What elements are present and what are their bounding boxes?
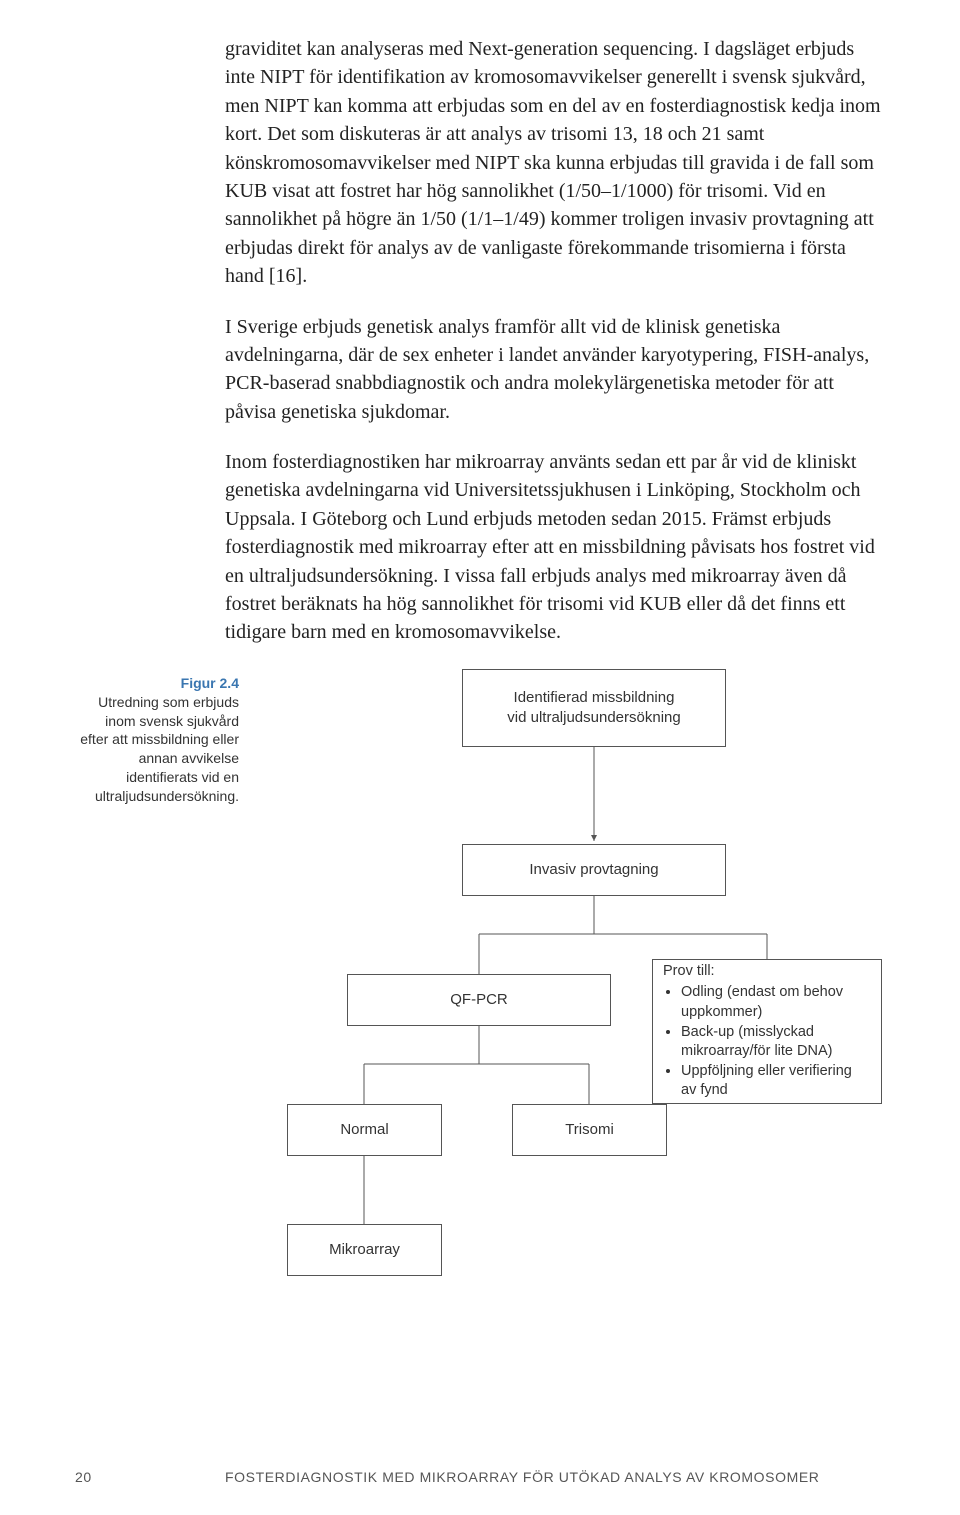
flow-node-normal: Normal — [287, 1104, 442, 1156]
flow-node-bullet: Uppföljning eller verifiering av fynd — [681, 1062, 871, 1101]
flow-node-text: Trisomi — [565, 1120, 614, 1140]
flow-node-title: Prov till: — [663, 963, 715, 979]
figure-section: Figur 2.4 Utredning som erbjuds inom sve… — [75, 669, 885, 1309]
flow-node-text: Invasiv provtagning — [529, 860, 658, 880]
flow-node-provtill: Prov till: Odling (endast om behov uppko… — [652, 959, 882, 1104]
flow-node-mikroarray: Mikroarray — [287, 1224, 442, 1276]
flow-node-text: Mikroarray — [329, 1240, 400, 1260]
body-text: graviditet kan analyseras med Next-gener… — [225, 35, 885, 647]
page-footer: 20 FOSTERDIAGNOSTIK MED MIKROARRAY FÖR U… — [75, 1469, 885, 1485]
figure-caption-text: Utredning som erbjuds inom svensk sjukvå… — [80, 694, 239, 804]
flowchart-diagram: Identifierad missbildning vid ultraljuds… — [257, 669, 885, 1309]
figure-label: Figur 2.4 — [75, 674, 239, 693]
running-title: FOSTERDIAGNOSTIK MED MIKROARRAY FÖR UTÖK… — [225, 1469, 820, 1485]
paragraph-2: I Sverige erbjuds genetisk analys framfö… — [225, 313, 885, 427]
page-number: 20 — [75, 1469, 225, 1485]
flow-node-text: Identifierad missbildning — [514, 688, 675, 708]
paragraph-1: graviditet kan analyseras med Next-gener… — [225, 35, 885, 291]
flow-node-qfpcr: QF-PCR — [347, 974, 611, 1026]
flow-node-text: QF-PCR — [450, 990, 508, 1010]
flow-node-text: Normal — [340, 1120, 388, 1140]
paragraph-3: Inom fosterdiagnostiken har mikroarray a… — [225, 448, 885, 647]
flow-node-bullet: Back-up (misslyckad mikroarray/för lite … — [681, 1023, 871, 1062]
flow-node-identified: Identifierad missbildning vid ultraljuds… — [462, 669, 726, 747]
figure-caption: Figur 2.4 Utredning som erbjuds inom sve… — [75, 669, 257, 806]
flow-node-text: vid ultraljudsundersökning — [507, 708, 680, 728]
flow-node-invasive: Invasiv provtagning — [462, 844, 726, 896]
flow-node-bullet: Odling (endast om behov uppkommer) — [681, 983, 871, 1022]
flow-node-trisomi: Trisomi — [512, 1104, 667, 1156]
